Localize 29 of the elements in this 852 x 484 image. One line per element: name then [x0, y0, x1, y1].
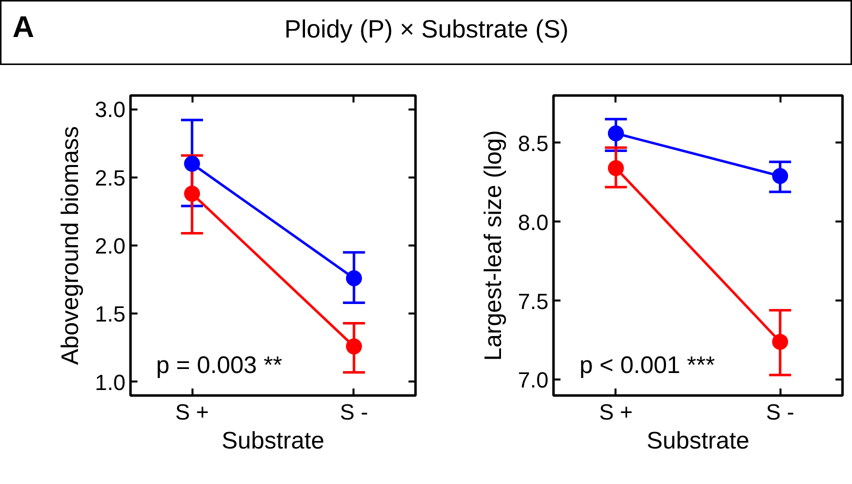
y-tick-label: 3.0 — [94, 97, 126, 122]
annotation: p < 0.001 *** — [580, 352, 715, 379]
y-tick-label: 7.5 — [518, 288, 549, 314]
y-tick-label: 8.5 — [518, 130, 549, 156]
point — [608, 160, 624, 176]
point — [184, 156, 200, 172]
x-tick-label: S + — [175, 400, 209, 424]
y-tick-label: 8.0 — [518, 210, 549, 235]
point — [346, 270, 362, 286]
x-tick-label: S - — [340, 400, 368, 424]
annotation: p = 0.003 ** — [156, 352, 282, 379]
y-tick-label: 2.5 — [94, 165, 126, 190]
point — [772, 334, 788, 350]
y-axis-title: Aboveground biomass — [56, 126, 84, 365]
x-tick-label: S - — [766, 400, 794, 424]
text: A — [12, 11, 34, 44]
y-tick-label: 7.0 — [518, 368, 549, 393]
point — [184, 186, 200, 202]
y-tick-label: 2.0 — [94, 234, 126, 258]
x-axis-title: Substrate — [646, 428, 750, 454]
point — [346, 338, 362, 354]
y-axis-title: Largest-leaf size (log) — [480, 130, 507, 361]
point — [772, 168, 788, 184]
chart-title: Ploidy (P) × Substrate (S) — [284, 16, 569, 44]
x-axis-title: Substrate — [222, 428, 324, 454]
y-tick-label: 1.5 — [94, 302, 126, 327]
point — [608, 125, 624, 142]
y-tick-label: 1.0 — [94, 370, 126, 395]
x-tick-label: S + — [599, 400, 633, 424]
